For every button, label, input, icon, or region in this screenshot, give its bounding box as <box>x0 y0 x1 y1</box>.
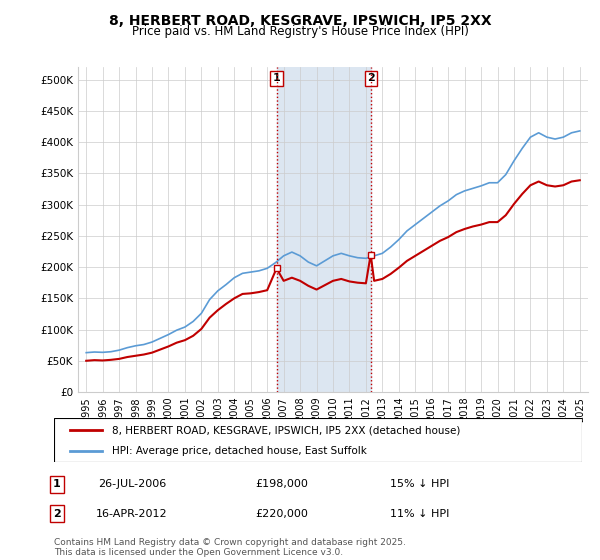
Text: Price paid vs. HM Land Registry's House Price Index (HPI): Price paid vs. HM Land Registry's House … <box>131 25 469 38</box>
Text: 15% ↓ HPI: 15% ↓ HPI <box>391 479 449 489</box>
Bar <box>277 67 371 392</box>
Text: 2: 2 <box>367 73 374 83</box>
Text: £198,000: £198,000 <box>256 479 308 489</box>
FancyBboxPatch shape <box>54 418 582 462</box>
Text: 26-JUL-2006: 26-JUL-2006 <box>98 479 166 489</box>
Text: Contains HM Land Registry data © Crown copyright and database right 2025.
This d: Contains HM Land Registry data © Crown c… <box>54 538 406 557</box>
Text: 8, HERBERT ROAD, KESGRAVE, IPSWICH, IP5 2XX (detached house): 8, HERBERT ROAD, KESGRAVE, IPSWICH, IP5 … <box>112 425 460 435</box>
Text: 2: 2 <box>53 508 61 519</box>
Text: £220,000: £220,000 <box>256 508 308 519</box>
Text: 8, HERBERT ROAD, KESGRAVE, IPSWICH, IP5 2XX: 8, HERBERT ROAD, KESGRAVE, IPSWICH, IP5 … <box>109 14 491 28</box>
Text: 1: 1 <box>53 479 61 489</box>
Text: HPI: Average price, detached house, East Suffolk: HPI: Average price, detached house, East… <box>112 446 367 456</box>
Text: 1: 1 <box>272 73 280 83</box>
Text: 11% ↓ HPI: 11% ↓ HPI <box>391 508 449 519</box>
Text: 16-APR-2012: 16-APR-2012 <box>96 508 168 519</box>
